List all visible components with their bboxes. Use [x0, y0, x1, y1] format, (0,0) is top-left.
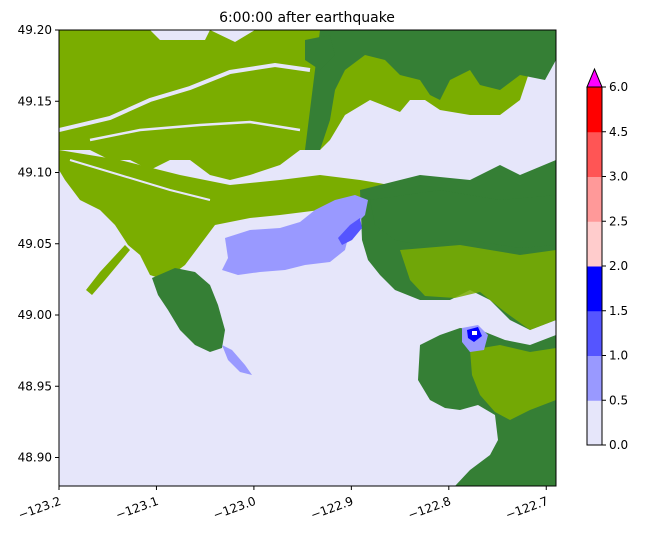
colorbar-segment	[587, 400, 602, 446]
northeast-upland	[305, 30, 556, 150]
colorbar-tick-label: 4.5	[609, 125, 628, 139]
y-tick-label: 49.20	[18, 23, 52, 37]
river-branch-south	[69, 159, 211, 201]
surrey-upland-core	[370, 190, 556, 248]
y-tick-label: 48.95	[18, 379, 52, 393]
colorbar-tick-label: 1.5	[609, 304, 628, 318]
colorbar-tick-label: 6.0	[609, 80, 628, 94]
tsawwassen-upland	[152, 268, 225, 352]
x-tick-label: −122.9	[309, 494, 356, 522]
x-tick-label: −123.2	[16, 494, 63, 522]
flood-area-boundary-bay	[222, 195, 368, 275]
upland-north-ridge	[305, 35, 335, 70]
plot-frame	[58, 29, 557, 487]
colorbar-tick-label: 0.5	[609, 393, 628, 407]
x-tick-label: −122.7	[504, 494, 551, 522]
river-branch	[89, 120, 301, 142]
colorbar-tick-label: 0.0	[609, 438, 628, 452]
y-tick-label: 49.10	[18, 166, 52, 180]
y-tick-label: 49.00	[18, 308, 52, 322]
y-tick-label: 49.05	[18, 237, 52, 251]
y-axis: 48.90 48.95 49.00 49.05 49.10 49.15 49.20	[18, 23, 59, 465]
colorbar-tick-label: 3.0	[609, 170, 628, 184]
surrey-lowland-fringe	[400, 245, 556, 330]
x-tick-label: −122.8	[406, 494, 453, 522]
west-causeway	[86, 245, 130, 295]
y-tick-label: 48.90	[18, 451, 52, 465]
y-tick-label: 49.15	[18, 94, 52, 108]
fraser-river	[59, 62, 311, 132]
flood-area-semiahmoo-centre	[472, 331, 477, 335]
south-lowland	[470, 345, 556, 420]
colorbar: 0.0 0.5 1.0 1.5 2.0 2.5 3.0 4.5 6.0	[586, 67, 628, 452]
colorbar-extend-arrow	[586, 67, 603, 88]
colorbar-segment	[587, 266, 602, 312]
colorbar-tick-label: 2.0	[609, 259, 628, 273]
x-tick-label: −123.1	[114, 494, 161, 522]
colorbar-segment	[587, 131, 602, 177]
x-tick-label: −123.0	[211, 494, 258, 522]
colorbar-segment	[587, 221, 602, 267]
colorbar-segment	[587, 355, 602, 401]
plot-area	[59, 30, 556, 486]
colorbar-tick-label: 2.5	[609, 214, 628, 228]
flood-area-mud-bay	[338, 218, 362, 245]
chart-title: 6:00:00 after earthquake	[219, 10, 395, 26]
colorbar-tick-label: 1.0	[609, 349, 628, 363]
colorbar-segment	[587, 310, 602, 356]
colorbar-segment	[587, 87, 602, 133]
x-axis: −123.2 −123.1 −123.0 −122.9 −122.8 −122.7	[16, 486, 550, 522]
colorbar-segment	[587, 176, 602, 222]
flood-area-south-spit	[222, 345, 252, 375]
